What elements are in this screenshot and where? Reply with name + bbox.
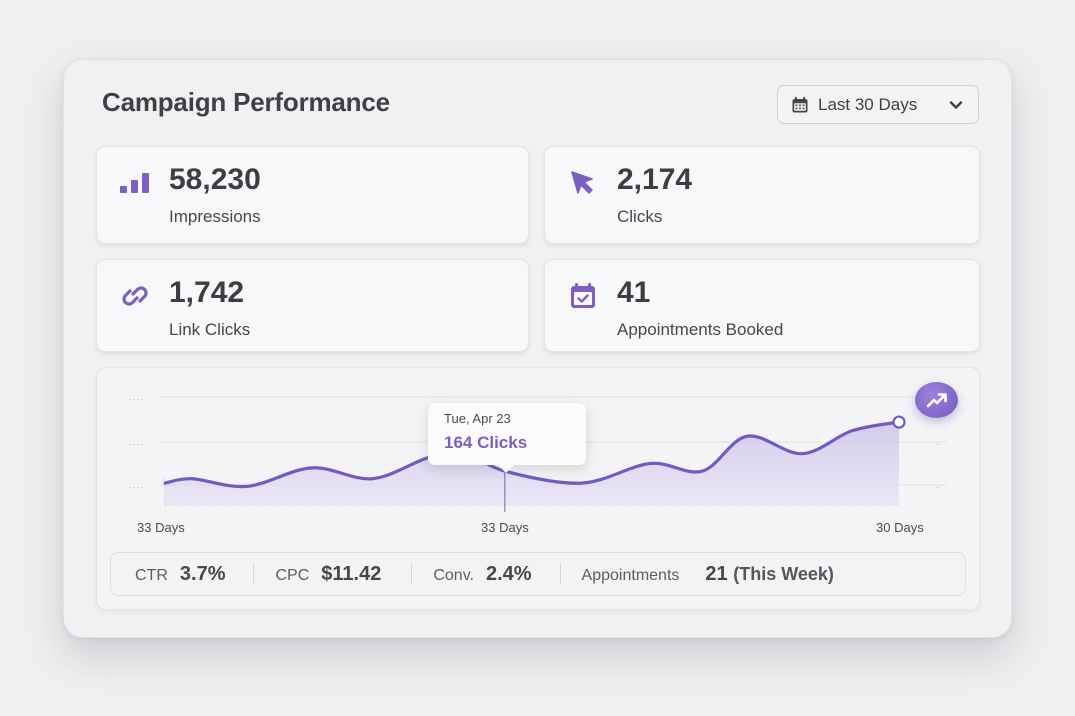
data-point [744,433,750,439]
kpi-card-appointments[interactable]: 41 Appointments Booked [544,259,980,352]
trend-button[interactable] [915,382,958,418]
stat-value: 3.7% [179,562,226,585]
kpi-card-link-clicks[interactable]: 1,742 Link Clicks [96,259,529,352]
x-tick-label: 33 Days [137,520,185,535]
divider [411,564,413,584]
campaign-performance-panel: Campaign Performance Last 30 Days [63,59,1012,638]
stat-value: $11.42 [321,562,382,585]
stat-key: CPC [275,566,310,584]
tooltip-value: 164 Clicks [444,433,528,452]
calendar-icon [791,96,809,114]
cursor-arrow-icon [567,169,599,197]
end-point-marker [892,415,906,429]
kpi-card-clicks[interactable]: 2,174 Clicks [544,146,980,244]
clicks-chart-card: ................ 33 Days 33 Days 30 Days… [96,367,980,610]
kpi-label: Clicks [617,207,663,226]
x-tick-label: 33 Days [481,520,529,535]
calendar-check-icon [567,282,599,310]
data-point [647,460,653,466]
y-tick-label-right: .. [935,480,941,491]
date-range-dropdown[interactable]: Last 30 Days [777,85,979,124]
stat-appointments: Appointments 21 (This Week) [582,563,834,586]
stat-value-group: 21 (This Week) [705,563,834,586]
kpi-value: 41 [617,276,651,309]
kpi-label: Appointments Booked [617,320,784,339]
data-point [849,428,855,434]
stat-ctr: CTR 3.7% [135,563,225,586]
stat-value: 21 [705,562,728,585]
data-point [799,451,805,457]
stat-note: (This Week) [733,563,834,584]
chevron-down-icon [949,100,963,110]
y-tick-label-right: .. [935,437,941,448]
data-point [189,476,195,482]
data-point [369,476,375,482]
data-point [579,480,585,486]
link-icon [119,282,151,310]
stat-key: Conv. [433,566,474,584]
y-tick-label: .... [129,437,144,448]
data-point [309,465,315,471]
kpi-label: Link Clicks [169,320,251,339]
stat-key: Appointments [581,566,680,584]
divider [559,564,561,584]
kpi-value: 58,230 [169,163,261,196]
stat-value: 2.4% [485,562,532,585]
x-tick-label: 30 Days [876,520,924,535]
chart-tooltip: Tue, Apr 23 164 Clicks [428,403,586,473]
kpi-value: 1,742 [169,276,245,309]
stat-cpc: CPC $11.42 [275,563,381,586]
stat-conversion: Conv. 2.4% [433,563,531,586]
stat-key: CTR [135,566,168,584]
trending-up-icon [926,392,948,408]
data-point [244,483,250,489]
kpi-label: Impressions [169,207,261,226]
kpi-value: 2,174 [617,163,693,196]
data-point [699,468,705,474]
kpi-card-impressions[interactable]: 58,230 Impressions [96,146,529,244]
tooltip-date: Tue, Apr 23 [444,411,511,426]
data-point [162,480,168,486]
series-area-clicks [165,422,899,506]
date-range-label: Last 30 Days [818,94,918,114]
y-tick-label: .... [129,480,144,491]
summary-stats-bar: CTR 3.7% CPC $11.42 Conv. 2.4% Appointme… [110,552,966,596]
page-title: Campaign Performance [102,87,390,117]
divider [253,564,255,584]
bar-chart-icon [119,169,151,197]
y-tick-label: .... [129,392,144,403]
